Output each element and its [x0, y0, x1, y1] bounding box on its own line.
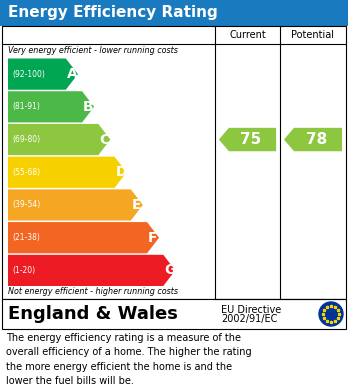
Text: (92-100): (92-100) [12, 70, 45, 79]
Text: Not energy efficient - higher running costs: Not energy efficient - higher running co… [8, 287, 178, 296]
Polygon shape [8, 124, 110, 155]
Polygon shape [284, 128, 342, 151]
Text: Very energy efficient - lower running costs: Very energy efficient - lower running co… [8, 46, 178, 55]
Polygon shape [8, 157, 127, 188]
Text: EU Directive: EU Directive [221, 305, 281, 315]
Text: Current: Current [229, 30, 266, 40]
Polygon shape [8, 59, 78, 90]
Text: G: G [164, 264, 176, 277]
Bar [2, 26, 346, 299]
Text: D: D [116, 165, 127, 179]
Text: (81-91): (81-91) [12, 102, 40, 111]
Text: A: A [67, 67, 78, 81]
Polygon shape [8, 255, 175, 286]
Circle shape [319, 302, 343, 326]
Polygon shape [8, 222, 159, 253]
Text: 78: 78 [306, 132, 327, 147]
Text: (1-20): (1-20) [12, 266, 35, 275]
Text: C: C [99, 133, 110, 147]
Bar [0, 0, 348, 26]
Text: (55-68): (55-68) [12, 168, 40, 177]
Text: F: F [148, 231, 158, 245]
Text: (69-80): (69-80) [12, 135, 40, 144]
Text: E: E [132, 198, 141, 212]
Polygon shape [8, 189, 143, 221]
Text: 2002/91/EC: 2002/91/EC [221, 314, 277, 324]
Text: (39-54): (39-54) [12, 201, 40, 210]
Text: Energy Efficiency Rating: Energy Efficiency Rating [8, 5, 218, 20]
Text: Potential: Potential [292, 30, 334, 40]
Text: B: B [83, 100, 94, 114]
Bar [2, 299, 346, 329]
Polygon shape [8, 91, 94, 122]
Text: (21-38): (21-38) [12, 233, 40, 242]
Text: England & Wales: England & Wales [8, 305, 178, 323]
Polygon shape [219, 128, 276, 151]
Text: The energy efficiency rating is a measure of the
overall efficiency of a home. T: The energy efficiency rating is a measur… [6, 333, 252, 386]
Text: 75: 75 [240, 132, 261, 147]
